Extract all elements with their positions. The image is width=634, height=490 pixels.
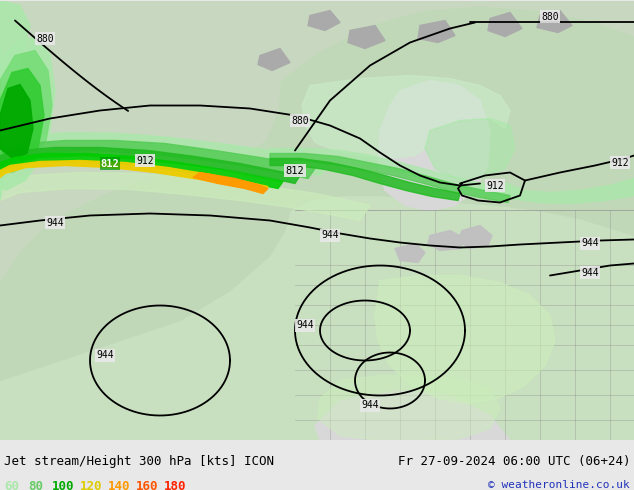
Text: 944: 944: [581, 268, 598, 277]
Text: 880: 880: [291, 116, 309, 125]
Polygon shape: [270, 158, 460, 200]
Polygon shape: [537, 10, 572, 32]
Text: 880: 880: [541, 11, 559, 22]
Text: © weatheronline.co.uk: © weatheronline.co.uk: [488, 480, 630, 490]
Polygon shape: [458, 225, 492, 248]
Polygon shape: [0, 172, 370, 220]
Polygon shape: [0, 35, 55, 191]
Text: 60: 60: [4, 480, 19, 490]
Text: 912: 912: [136, 155, 154, 166]
Polygon shape: [348, 25, 385, 49]
Polygon shape: [418, 21, 455, 43]
Polygon shape: [302, 75, 510, 158]
Text: 100: 100: [52, 480, 75, 490]
Text: 160: 160: [136, 480, 158, 490]
Polygon shape: [0, 132, 330, 175]
Polygon shape: [0, 50, 52, 172]
Polygon shape: [0, 84, 33, 158]
Text: 120: 120: [80, 480, 103, 490]
Polygon shape: [0, 69, 44, 163]
Polygon shape: [0, 153, 283, 189]
Polygon shape: [0, 0, 30, 200]
Polygon shape: [395, 244, 425, 263]
Text: 912: 912: [611, 157, 629, 168]
Polygon shape: [480, 182, 520, 200]
Polygon shape: [258, 49, 290, 71]
Polygon shape: [0, 161, 268, 192]
Polygon shape: [308, 10, 340, 30]
Text: 944: 944: [581, 239, 598, 248]
Polygon shape: [425, 119, 515, 178]
Polygon shape: [378, 80, 490, 211]
Text: 80: 80: [28, 480, 43, 490]
Text: 880: 880: [36, 33, 54, 44]
Text: 944: 944: [296, 320, 314, 330]
Polygon shape: [0, 147, 300, 183]
Polygon shape: [375, 275, 555, 403]
Text: 140: 140: [108, 480, 131, 490]
Text: 912: 912: [486, 180, 504, 191]
Text: 944: 944: [361, 400, 378, 411]
Polygon shape: [270, 153, 510, 202]
Polygon shape: [193, 172, 268, 194]
Text: 944: 944: [321, 230, 339, 241]
Polygon shape: [0, 141, 315, 178]
Polygon shape: [270, 148, 634, 203]
Bar: [580, 0, 634, 300]
Text: 944: 944: [46, 218, 64, 227]
Text: 812: 812: [286, 166, 304, 175]
Text: Fr 27-09-2024 06:00 UTC (06+24): Fr 27-09-2024 06:00 UTC (06+24): [398, 455, 630, 468]
Polygon shape: [0, 5, 634, 381]
Polygon shape: [0, 196, 634, 441]
Polygon shape: [488, 13, 522, 36]
Text: 180: 180: [164, 480, 186, 490]
Polygon shape: [428, 230, 465, 250]
Polygon shape: [315, 391, 510, 441]
Polygon shape: [0, 0, 634, 280]
Text: Jet stream/Height 300 hPa [kts] ICON: Jet stream/Height 300 hPa [kts] ICON: [4, 455, 274, 468]
Polygon shape: [318, 375, 500, 441]
Text: 812: 812: [101, 158, 119, 169]
Text: 944: 944: [96, 350, 114, 361]
